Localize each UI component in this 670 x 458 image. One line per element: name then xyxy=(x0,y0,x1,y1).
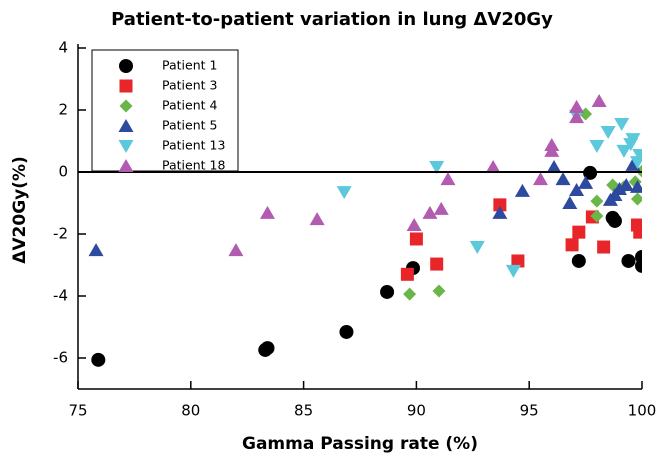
x-tick-label: 90 xyxy=(407,402,426,420)
legend-label: Patient 4 xyxy=(162,98,217,113)
point xyxy=(532,172,548,186)
point xyxy=(633,225,642,239)
point xyxy=(260,205,276,219)
point xyxy=(409,232,423,246)
point xyxy=(544,143,560,157)
point xyxy=(309,212,325,226)
point xyxy=(621,253,636,268)
point xyxy=(432,284,446,298)
point xyxy=(562,196,578,209)
point xyxy=(616,144,632,158)
legend: Patient 1 Patient 3 Patient 4 Patient 5 Pati… xyxy=(91,49,239,173)
chart-title: Patient-to-patient variation in lung ΔV2… xyxy=(111,9,553,30)
point xyxy=(589,139,605,153)
point xyxy=(565,238,579,252)
point xyxy=(429,161,445,175)
point xyxy=(590,194,604,208)
point xyxy=(469,241,485,255)
legend-marker xyxy=(119,59,133,73)
y-tick-label: 0 xyxy=(58,163,68,181)
point xyxy=(492,205,508,219)
point xyxy=(635,258,642,273)
point xyxy=(400,267,414,281)
legend-label: Patient 3 xyxy=(162,78,217,93)
point xyxy=(485,160,501,174)
point xyxy=(611,182,627,196)
point xyxy=(380,284,395,299)
point xyxy=(614,117,630,131)
point xyxy=(339,324,354,339)
point xyxy=(630,218,642,232)
legend-marker xyxy=(119,99,133,113)
x-tick-label: 100 xyxy=(628,402,657,420)
point xyxy=(630,192,642,206)
point xyxy=(430,257,444,271)
point xyxy=(514,183,530,197)
point xyxy=(597,240,611,254)
point xyxy=(578,175,594,189)
point xyxy=(607,213,622,228)
point xyxy=(569,99,585,113)
legend-marker xyxy=(118,159,134,172)
point xyxy=(336,186,352,200)
point xyxy=(493,198,507,212)
legend-marker xyxy=(118,140,134,153)
point xyxy=(422,205,438,219)
point xyxy=(572,225,586,239)
point xyxy=(571,253,586,268)
x-axis-label: Gamma Passing rate (%) xyxy=(242,434,478,454)
point xyxy=(403,287,417,301)
point xyxy=(555,172,571,186)
legend-marker xyxy=(119,79,133,93)
y-tick-label: -6 xyxy=(53,349,68,367)
point xyxy=(625,133,641,147)
point xyxy=(260,341,275,356)
legend-box xyxy=(91,49,239,172)
point xyxy=(590,209,604,223)
point xyxy=(629,179,642,193)
y-tick-label: 4 xyxy=(58,39,68,57)
point xyxy=(433,201,449,215)
x-tick-label: 85 xyxy=(294,402,313,420)
legend-label: Patient 18 xyxy=(162,158,225,173)
point xyxy=(546,160,562,174)
point xyxy=(569,110,585,124)
y-tick-label: 2 xyxy=(58,101,68,119)
point xyxy=(88,243,104,257)
marks xyxy=(88,94,642,367)
y-tick-label: -4 xyxy=(53,287,68,305)
point xyxy=(511,254,525,268)
legend-label: Patient 5 xyxy=(162,118,217,133)
y-tick-label: -2 xyxy=(53,225,68,243)
point xyxy=(600,126,616,140)
legend-label: Patient 13 xyxy=(162,138,225,153)
point xyxy=(505,264,521,278)
y-axis-label: ΔV20Gy(%) xyxy=(10,156,30,264)
point xyxy=(591,94,607,108)
x-tick-label: 75 xyxy=(68,402,87,420)
point xyxy=(91,352,106,367)
point xyxy=(440,172,456,186)
point xyxy=(632,148,642,162)
x-tick-label: 95 xyxy=(520,402,539,420)
point xyxy=(618,178,634,192)
point xyxy=(406,218,422,232)
legend-marker xyxy=(118,119,134,132)
legend-label: Patient 1 xyxy=(162,58,217,73)
point xyxy=(228,243,244,257)
x-tick-label: 80 xyxy=(181,402,200,420)
point xyxy=(569,182,585,196)
